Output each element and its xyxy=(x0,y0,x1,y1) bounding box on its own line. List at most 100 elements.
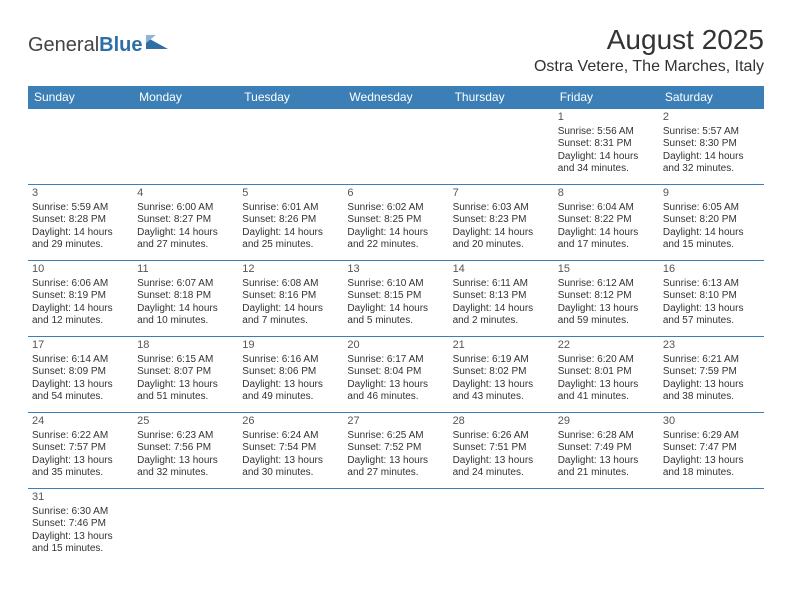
calendar-cell-empty xyxy=(343,489,448,565)
calendar-row: 24Sunrise: 6:22 AMSunset: 7:57 PMDayligh… xyxy=(28,413,764,489)
calendar-cell-empty xyxy=(554,489,659,565)
daylight-line2: and 20 minutes. xyxy=(453,239,550,252)
sunset: Sunset: 8:18 PM xyxy=(137,290,234,303)
sunset: Sunset: 7:51 PM xyxy=(453,442,550,455)
daylight-line2: and 29 minutes. xyxy=(32,239,129,252)
sunrise: Sunrise: 6:10 AM xyxy=(347,278,444,291)
sunset: Sunset: 7:49 PM xyxy=(558,442,655,455)
calendar-cell: 22Sunrise: 6:20 AMSunset: 8:01 PMDayligh… xyxy=(554,337,659,413)
sunset: Sunset: 7:59 PM xyxy=(663,366,760,379)
daylight-line2: and 32 minutes. xyxy=(663,163,760,176)
day-number: 19 xyxy=(242,339,339,353)
daylight-line2: and 27 minutes. xyxy=(137,239,234,252)
sunrise: Sunrise: 6:00 AM xyxy=(137,202,234,215)
calendar-cell: 12Sunrise: 6:08 AMSunset: 8:16 PMDayligh… xyxy=(238,261,343,337)
sunrise: Sunrise: 6:14 AM xyxy=(32,354,129,367)
daylight-line1: Daylight: 13 hours xyxy=(663,455,760,468)
calendar-row: 17Sunrise: 6:14 AMSunset: 8:09 PMDayligh… xyxy=(28,337,764,413)
calendar-cell-empty xyxy=(238,109,343,185)
day-number: 9 xyxy=(663,187,760,201)
daylight-line2: and 57 minutes. xyxy=(663,315,760,328)
sunset: Sunset: 8:28 PM xyxy=(32,214,129,227)
sunset: Sunset: 8:26 PM xyxy=(242,214,339,227)
day-number: 14 xyxy=(453,263,550,277)
weekday-header: Friday xyxy=(554,86,659,109)
daylight-line2: and 7 minutes. xyxy=(242,315,339,328)
daylight-line1: Daylight: 13 hours xyxy=(32,379,129,392)
day-number: 20 xyxy=(347,339,444,353)
calendar-cell: 28Sunrise: 6:26 AMSunset: 7:51 PMDayligh… xyxy=(449,413,554,489)
weekday-header: Sunday xyxy=(28,86,133,109)
day-number: 6 xyxy=(347,187,444,201)
daylight-line1: Daylight: 13 hours xyxy=(32,531,129,544)
day-number: 10 xyxy=(32,263,129,277)
daylight-line1: Daylight: 14 hours xyxy=(242,227,339,240)
sunrise: Sunrise: 6:30 AM xyxy=(32,506,129,519)
sunset: Sunset: 8:31 PM xyxy=(558,138,655,151)
calendar-cell: 2Sunrise: 5:57 AMSunset: 8:30 PMDaylight… xyxy=(659,109,764,185)
day-number: 3 xyxy=(32,187,129,201)
daylight-line2: and 5 minutes. xyxy=(347,315,444,328)
sunrise: Sunrise: 6:13 AM xyxy=(663,278,760,291)
calendar-cell: 7Sunrise: 6:03 AMSunset: 8:23 PMDaylight… xyxy=(449,185,554,261)
sunrise: Sunrise: 6:28 AM xyxy=(558,430,655,443)
sunrise: Sunrise: 6:29 AM xyxy=(663,430,760,443)
sunrise: Sunrise: 5:59 AM xyxy=(32,202,129,215)
daylight-line1: Daylight: 13 hours xyxy=(663,303,760,316)
daylight-line2: and 51 minutes. xyxy=(137,391,234,404)
day-number: 23 xyxy=(663,339,760,353)
daylight-line1: Daylight: 14 hours xyxy=(32,227,129,240)
daylight-line2: and 15 minutes. xyxy=(663,239,760,252)
daylight-line1: Daylight: 14 hours xyxy=(663,151,760,164)
day-number: 11 xyxy=(137,263,234,277)
calendar-cell: 15Sunrise: 6:12 AMSunset: 8:12 PMDayligh… xyxy=(554,261,659,337)
calendar-row: 3Sunrise: 5:59 AMSunset: 8:28 PMDaylight… xyxy=(28,185,764,261)
daylight-line2: and 21 minutes. xyxy=(558,467,655,480)
sunset: Sunset: 8:12 PM xyxy=(558,290,655,303)
calendar-cell: 24Sunrise: 6:22 AMSunset: 7:57 PMDayligh… xyxy=(28,413,133,489)
daylight-line2: and 34 minutes. xyxy=(558,163,655,176)
calendar-cell: 19Sunrise: 6:16 AMSunset: 8:06 PMDayligh… xyxy=(238,337,343,413)
calendar-cell: 26Sunrise: 6:24 AMSunset: 7:54 PMDayligh… xyxy=(238,413,343,489)
calendar-cell-empty xyxy=(133,489,238,565)
logo-text-2: Blue xyxy=(99,34,142,57)
daylight-line1: Daylight: 13 hours xyxy=(453,455,550,468)
sunrise: Sunrise: 6:16 AM xyxy=(242,354,339,367)
daylight-line2: and 12 minutes. xyxy=(32,315,129,328)
daylight-line1: Daylight: 13 hours xyxy=(242,455,339,468)
daylight-line1: Daylight: 13 hours xyxy=(453,379,550,392)
sunset: Sunset: 7:56 PM xyxy=(137,442,234,455)
sunset: Sunset: 8:09 PM xyxy=(32,366,129,379)
calendar-cell: 25Sunrise: 6:23 AMSunset: 7:56 PMDayligh… xyxy=(133,413,238,489)
day-number: 22 xyxy=(558,339,655,353)
month-title: August 2025 xyxy=(534,24,764,56)
weekday-header: Thursday xyxy=(449,86,554,109)
day-number: 25 xyxy=(137,415,234,429)
calendar-cell: 11Sunrise: 6:07 AMSunset: 8:18 PMDayligh… xyxy=(133,261,238,337)
daylight-line2: and 30 minutes. xyxy=(242,467,339,480)
sunset: Sunset: 7:54 PM xyxy=(242,442,339,455)
daylight-line1: Daylight: 14 hours xyxy=(558,151,655,164)
daylight-line2: and 18 minutes. xyxy=(663,467,760,480)
sunrise: Sunrise: 6:15 AM xyxy=(137,354,234,367)
daylight-line1: Daylight: 14 hours xyxy=(558,227,655,240)
logo-flag-icon xyxy=(146,32,168,55)
daylight-line1: Daylight: 14 hours xyxy=(347,303,444,316)
day-number: 28 xyxy=(453,415,550,429)
daylight-line1: Daylight: 13 hours xyxy=(137,379,234,392)
daylight-line1: Daylight: 13 hours xyxy=(242,379,339,392)
sunrise: Sunrise: 5:56 AM xyxy=(558,126,655,139)
sunset: Sunset: 7:57 PM xyxy=(32,442,129,455)
location: Ostra Vetere, The Marches, Italy xyxy=(534,58,764,76)
calendar-cell: 18Sunrise: 6:15 AMSunset: 8:07 PMDayligh… xyxy=(133,337,238,413)
daylight-line1: Daylight: 13 hours xyxy=(663,379,760,392)
calendar-cell: 30Sunrise: 6:29 AMSunset: 7:47 PMDayligh… xyxy=(659,413,764,489)
day-number: 29 xyxy=(558,415,655,429)
daylight-line1: Daylight: 14 hours xyxy=(453,227,550,240)
sunset: Sunset: 8:06 PM xyxy=(242,366,339,379)
day-number: 26 xyxy=(242,415,339,429)
calendar-table: Sunday Monday Tuesday Wednesday Thursday… xyxy=(28,86,764,565)
sunset: Sunset: 7:46 PM xyxy=(32,518,129,531)
calendar-cell: 29Sunrise: 6:28 AMSunset: 7:49 PMDayligh… xyxy=(554,413,659,489)
weekday-header: Wednesday xyxy=(343,86,448,109)
